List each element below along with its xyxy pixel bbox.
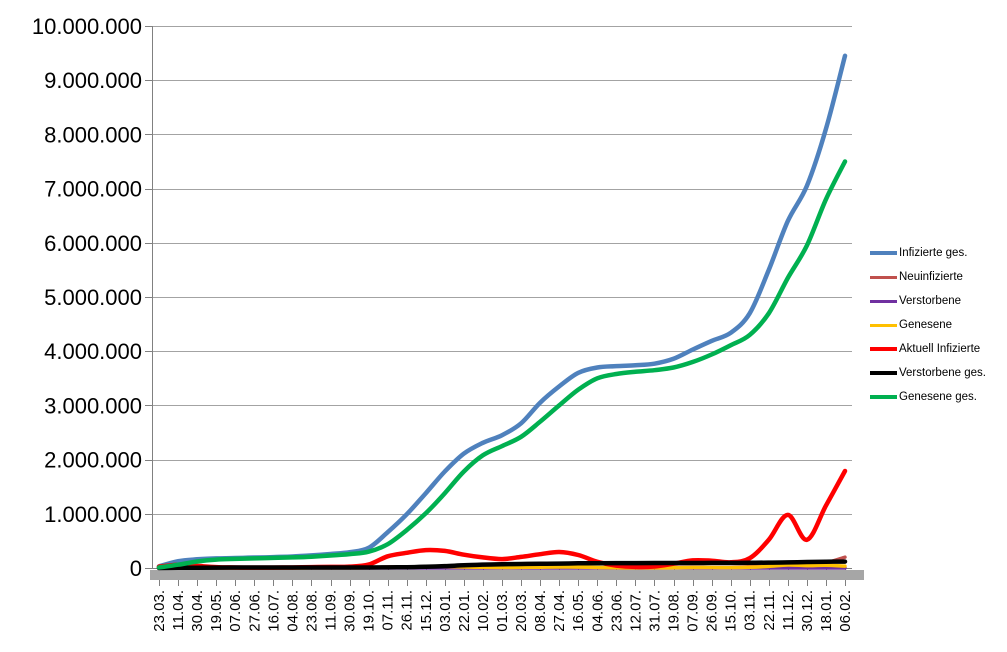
- y-axis-label: 4.000.000: [44, 339, 142, 364]
- y-axis-label: 5.000.000: [44, 285, 142, 310]
- x-axis-label: 15.12.: [418, 590, 435, 632]
- x-axis-label: 16.05.: [570, 590, 587, 632]
- x-axis-label: 07.09.: [685, 590, 702, 632]
- legend-item-verstorbene-ges: Verstorbene ges.: [870, 361, 986, 385]
- y-axis-ticks: [145, 27, 152, 569]
- x-axis-label: 20.03.: [513, 590, 530, 632]
- x-axis-label: 08.04.: [532, 590, 549, 632]
- legend-item-genesene: Genesene: [870, 313, 986, 337]
- x-axis-label: 19.10.: [361, 590, 378, 632]
- x-axis-label: 03.01.: [437, 590, 454, 632]
- legend-label: Genesene ges.: [899, 391, 977, 403]
- legend-item-aktuell-infizierte: Aktuell Infizierte: [870, 337, 986, 361]
- x-axis-label: 15.10.: [723, 590, 740, 632]
- x-axis-label: 11.04.: [170, 590, 187, 631]
- legend-item-verstorbene: Verstorbene: [870, 289, 986, 313]
- series-line-infizierte-ges: [159, 56, 845, 567]
- x-axis-label: 03.11.: [742, 590, 759, 631]
- series-line-genesene-ges: [159, 162, 845, 568]
- legend-label: Verstorbene: [899, 295, 961, 307]
- x-axis-label: 19.08.: [666, 590, 683, 632]
- x-axis-label: 30.04.: [189, 590, 206, 632]
- x-axis-label: 11.12.: [780, 590, 797, 631]
- x-axis-label: 04.06.: [589, 590, 606, 632]
- y-axis-label: 8.000.000: [44, 122, 142, 147]
- x-axis-label: 26.09.: [704, 590, 721, 632]
- legend-item-genesene-ges: Genesene ges.: [870, 385, 986, 409]
- y-axis-label: 1.000.000: [44, 502, 142, 527]
- gridlines: [152, 27, 852, 515]
- x-axis-label: 30.12.: [799, 590, 816, 632]
- x-axis-label: 12.07.: [627, 590, 644, 632]
- y-axis-label: 7.000.000: [44, 177, 142, 202]
- legend-label: Infizierte ges.: [899, 247, 967, 259]
- legend-label: Aktuell Infizierte: [899, 343, 980, 355]
- x-axis-label: 07.06.: [227, 590, 244, 632]
- x-axis-labels: 23.03.11.04.30.04.19.05.07.06.27.06.16.0…: [151, 590, 854, 632]
- x-axis-label: 06.02.: [837, 590, 854, 632]
- legend-label: Neuinfizierte: [899, 271, 963, 283]
- x-axis-label: 07.11.: [380, 590, 397, 631]
- legend-label: Genesene: [899, 319, 952, 331]
- x-axis-label: 23.08.: [303, 590, 320, 632]
- x-axis-label: 19.05.: [208, 590, 225, 632]
- legend-line-sample: [870, 371, 897, 375]
- x-axis-label: 23.03.: [151, 590, 168, 632]
- y-axis-label: 2.000.000: [44, 448, 142, 473]
- y-axis-label: 0: [130, 556, 142, 581]
- legend-item-infizierte-ges: Infizierte ges.: [870, 241, 986, 265]
- legend-line-sample: [870, 300, 897, 303]
- x-axis-label: 18.01.: [818, 590, 835, 632]
- legend-line-sample: [870, 347, 897, 351]
- x-axis-label: 22.11.: [761, 590, 778, 631]
- x-axis-label: 11.09.: [323, 590, 340, 631]
- y-axis-label: 3.000.000: [44, 393, 142, 418]
- y-axis-label: 9.000.000: [44, 68, 142, 93]
- axis-shadow-band: [150, 570, 864, 580]
- legend-line-sample: [870, 324, 897, 327]
- x-axis-label: 31.07.: [646, 590, 663, 632]
- legend-line-sample: [870, 251, 897, 255]
- legend-label: Verstorbene ges.: [899, 367, 986, 379]
- legend-line-sample: [870, 276, 897, 279]
- x-axis-label: 27.04.: [551, 590, 568, 632]
- x-axis-label: 26.11.: [399, 590, 416, 631]
- x-axis-label: 10.02.: [475, 590, 492, 632]
- x-axis-label: 16.07.: [265, 590, 282, 632]
- series-lines: [159, 56, 845, 568]
- y-axis-label: 6.000.000: [44, 231, 142, 256]
- x-axis-label: 01.03.: [494, 590, 511, 632]
- legend-line-sample: [870, 395, 897, 399]
- x-axis-label: 27.06.: [246, 590, 263, 632]
- y-axis-label: 10.000.000: [32, 14, 142, 39]
- series-line-aktuell-infizierte: [159, 471, 845, 568]
- x-axis-label: 22.01.: [456, 590, 473, 632]
- x-axis-label: 04.08.: [284, 590, 301, 632]
- y-axis-labels: 0 1.000.000 2.000.000 3.000.000 4.000.000 5.0…: [32, 14, 142, 581]
- x-axis-label: 30.09.: [342, 590, 359, 632]
- chart-legend: Infizierte ges. Neuinfizierte Verstorbene G…: [870, 241, 986, 409]
- x-axis-label: 23.06.: [608, 590, 625, 632]
- legend-item-neuinfizierte: Neuinfizierte: [870, 265, 986, 289]
